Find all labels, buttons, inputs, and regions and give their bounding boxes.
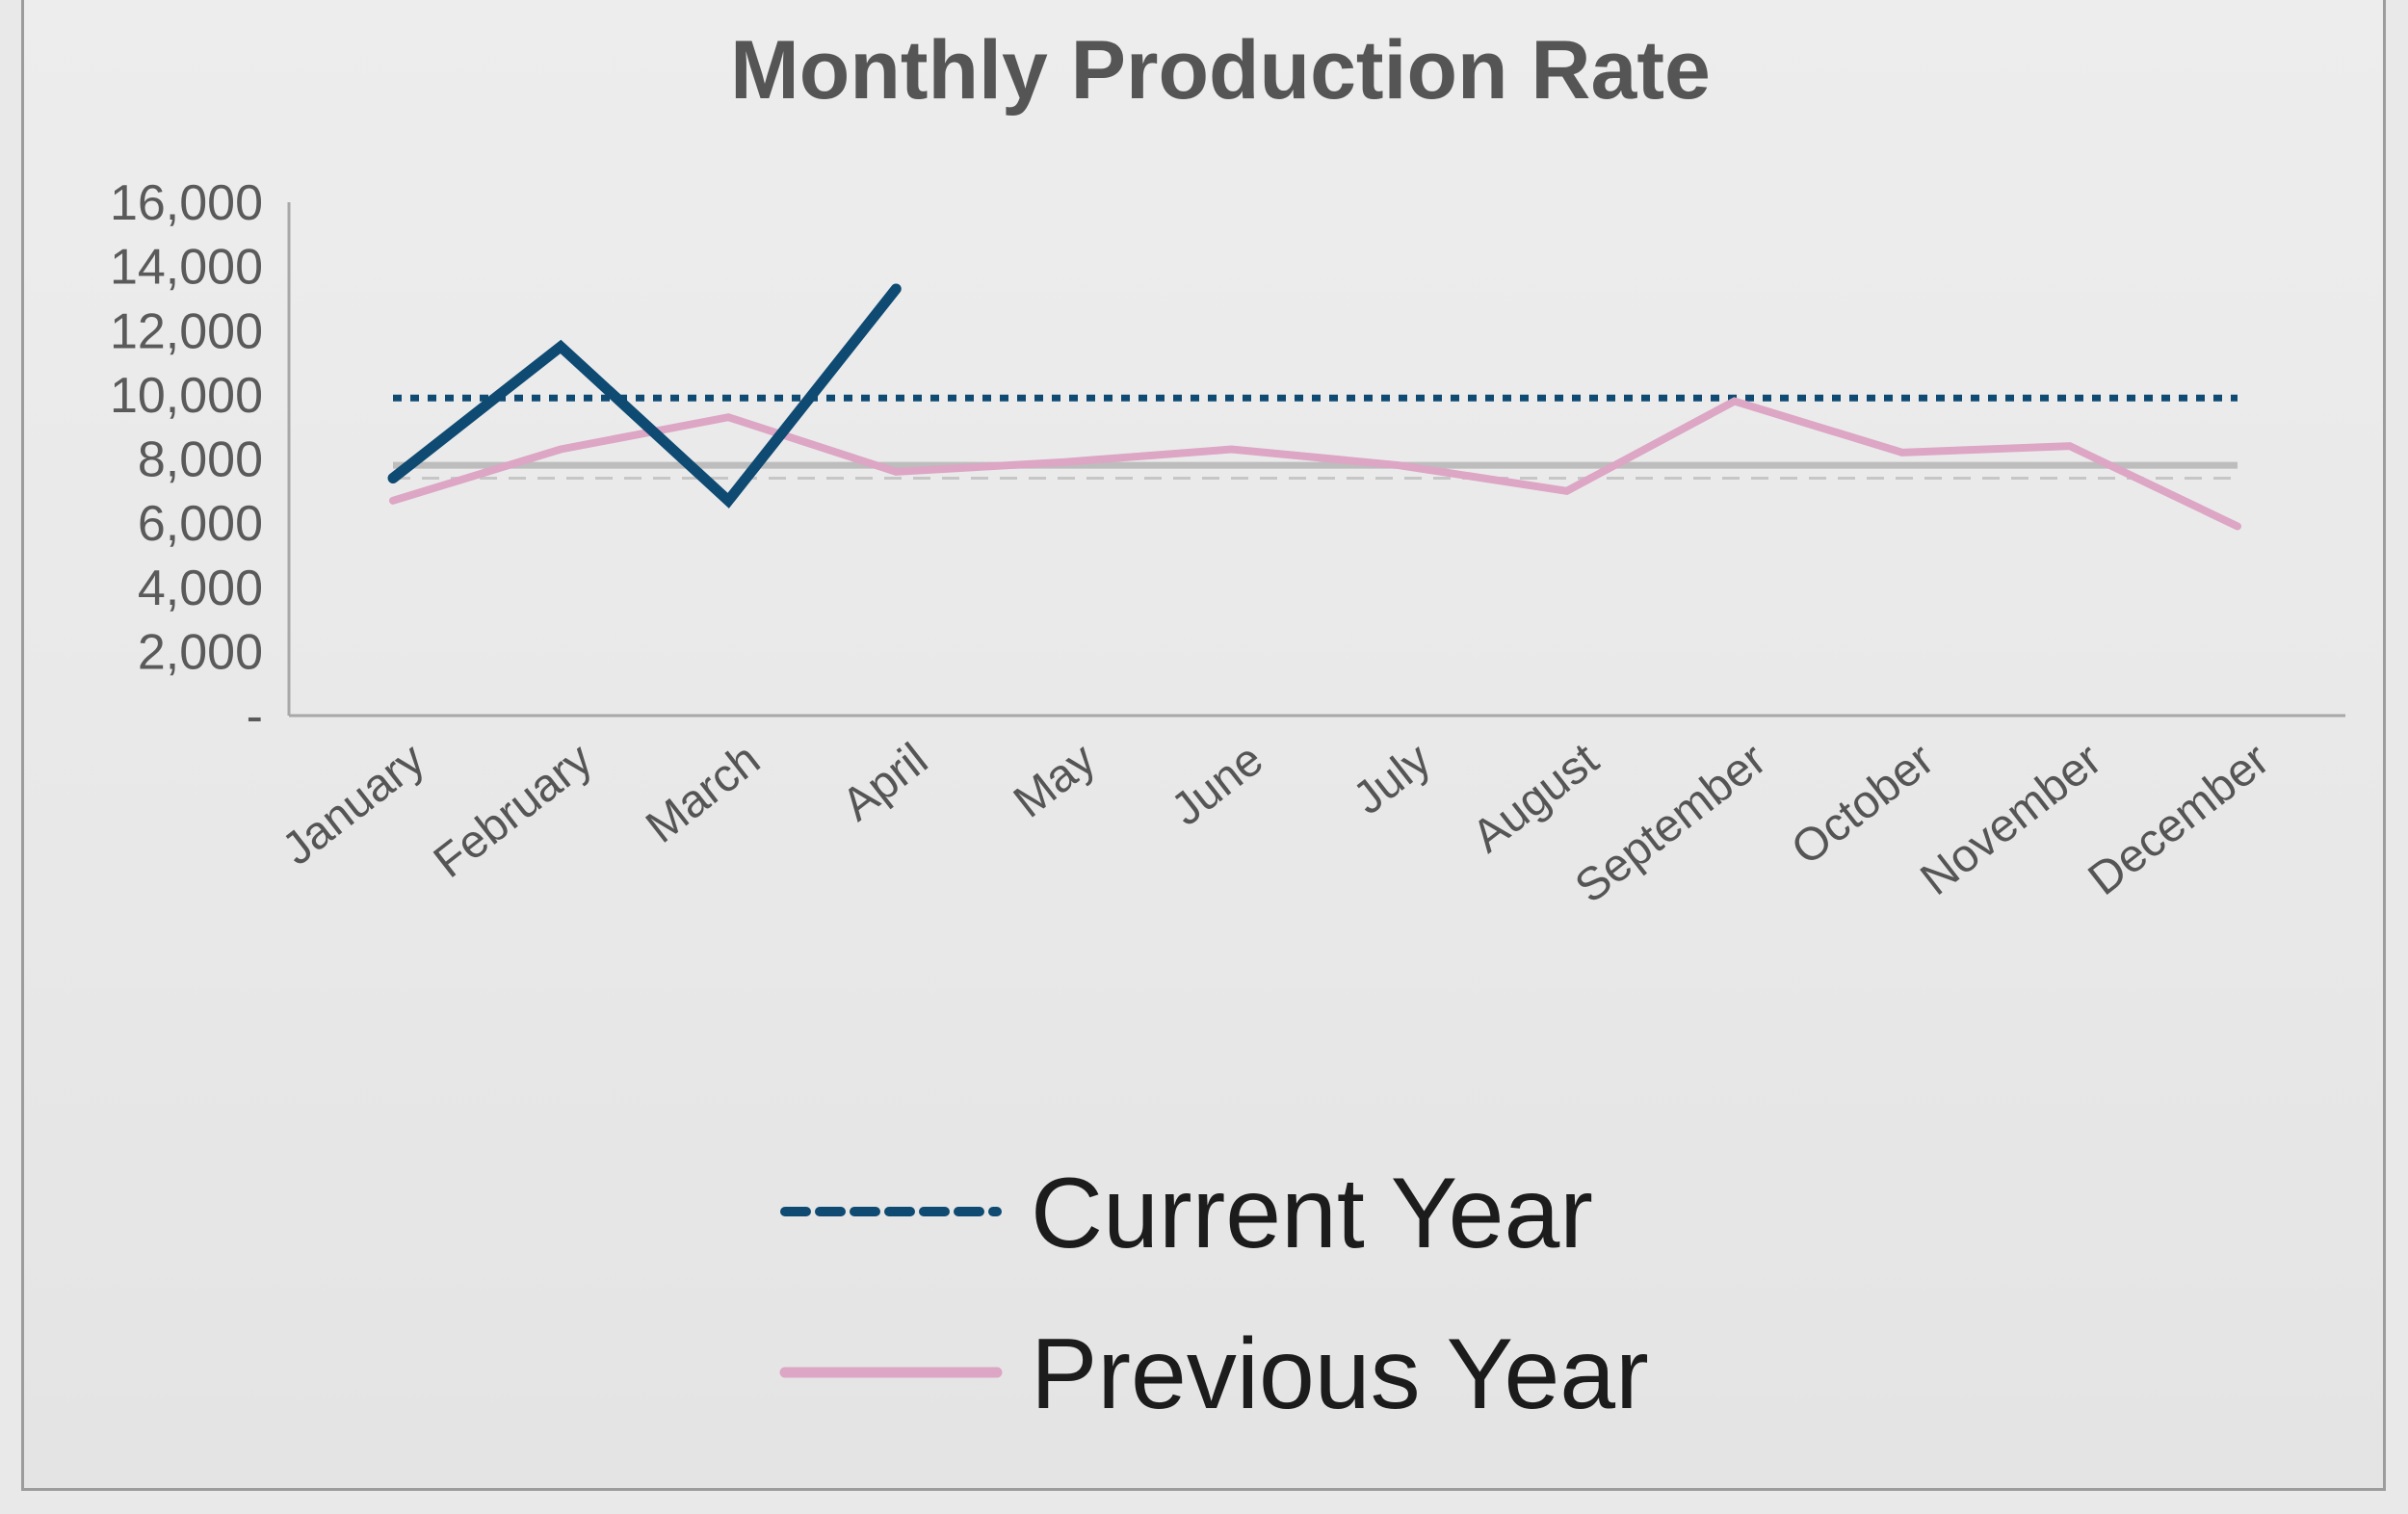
line-chart: Monthly Production Rate - 2,000 4,000 6,000… [110, 24, 2345, 1430]
series-line-current-year [387, 283, 902, 509]
x-tick-label: November [1912, 734, 2111, 905]
reference-lines [393, 394, 2238, 480]
y-tick-label: 2,000 [138, 624, 263, 680]
series-line-previous-year [389, 397, 2241, 531]
x-tick-label: October [1782, 734, 1943, 875]
y-tick-label: - [247, 689, 263, 744]
legend-label-current-year: Current Year [1031, 1158, 1593, 1269]
x-tick-label: December [2080, 734, 2279, 905]
y-tick-labels: - 2,000 4,000 6,000 8,000 10,000 12,000 14,000 1… [110, 175, 263, 744]
y-tick-label: 12,000 [110, 303, 263, 359]
series-lines [387, 283, 2241, 531]
y-tick-label: 6,000 [138, 496, 263, 552]
y-tick-label: 4,000 [138, 561, 263, 616]
chart-title: Monthly Production Rate [730, 24, 1711, 117]
y-tick-label: 8,000 [138, 432, 263, 488]
chart-frame: Monthly Production Rate - 2,000 4,000 6,000… [21, 0, 2386, 1491]
x-tick-label: February [425, 734, 602, 888]
x-tick-label: August [1463, 734, 1608, 863]
y-tick-label: 16,000 [110, 175, 263, 231]
x-tick-label: January [274, 734, 434, 875]
axes [287, 202, 2345, 718]
x-tick-label: June [1163, 734, 1273, 836]
x-tick-label: April [833, 734, 937, 831]
y-tick-label: 14,000 [110, 240, 263, 296]
legend: Current Year Previous Year [779, 1158, 1649, 1430]
y-tick-label: 10,000 [110, 368, 263, 424]
x-tick-label: May [1005, 734, 1105, 828]
x-tick-label: July [1344, 734, 1440, 824]
x-tick-label: March [637, 734, 770, 853]
legend-label-previous-year: Previous Year [1031, 1318, 1649, 1430]
